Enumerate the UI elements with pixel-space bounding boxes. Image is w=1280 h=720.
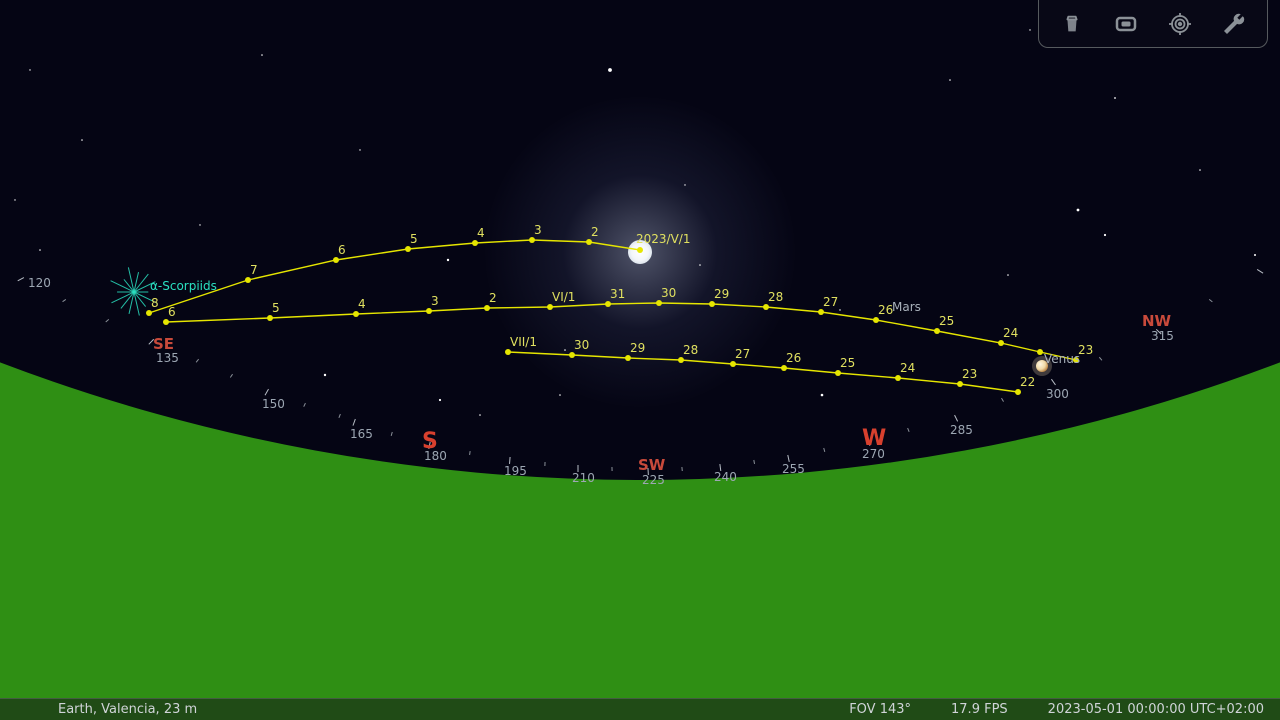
sky-svg: α-Scorpiids 23456782023/V/12324252627282… (0, 0, 1280, 720)
svg-text:135: 135 (156, 351, 179, 365)
svg-text:225: 225 (642, 473, 665, 487)
svg-text:255: 255 (782, 462, 805, 476)
svg-text:24: 24 (1003, 326, 1018, 340)
svg-text:3: 3 (534, 223, 542, 237)
svg-text:30: 30 (661, 286, 676, 300)
svg-text:SW: SW (638, 456, 666, 474)
svg-text:285: 285 (950, 423, 973, 437)
svg-text:31: 31 (610, 287, 625, 301)
toolbar (1038, 0, 1268, 48)
status-bar: Earth, Valencia, 23 m FOV 143° 17.9 FPS … (0, 698, 1280, 720)
svg-text:24: 24 (900, 361, 915, 375)
status-time[interactable]: 2023-05-01 00:00:00 UTC+02:00 (1048, 702, 1264, 717)
target-icon[interactable] (1162, 6, 1198, 42)
ground (0, 362, 1280, 720)
svg-text:27: 27 (735, 347, 750, 361)
svg-text:26: 26 (786, 351, 801, 365)
status-fps: 17.9 FPS (951, 702, 1008, 717)
svg-text:7: 7 (250, 263, 258, 277)
svg-text:165: 165 (350, 427, 373, 441)
svg-text:27: 27 (823, 295, 838, 309)
svg-text:6: 6 (338, 243, 346, 257)
svg-text:23: 23 (1078, 343, 1093, 357)
status-location[interactable]: Earth, Valencia, 23 m (58, 702, 197, 717)
planet-label-venus: Venus (1044, 352, 1080, 366)
svg-text:2: 2 (489, 291, 497, 305)
ephemeris-tracks: 23456782023/V/1232425262728293031VI/1234… (146, 223, 1093, 395)
svg-text:25: 25 (840, 356, 855, 370)
svg-text:SE: SE (153, 335, 174, 353)
svg-text:4: 4 (358, 297, 366, 311)
svg-text:2023/V/1: 2023/V/1 (636, 232, 690, 246)
svg-text:VII/1: VII/1 (510, 335, 537, 349)
svg-text:195: 195 (504, 464, 527, 478)
svg-text:4: 4 (477, 226, 485, 240)
planetarium-view[interactable]: α-Scorpiids 23456782023/V/12324252627282… (0, 0, 1280, 720)
svg-text:315: 315 (1151, 329, 1174, 343)
svg-text:W: W (862, 426, 886, 451)
svg-text:150: 150 (262, 397, 285, 411)
svg-text:210: 210 (572, 471, 595, 485)
svg-text:22: 22 (1020, 375, 1035, 389)
planet-label-mars: Mars (892, 300, 921, 314)
svg-text:α-Scorpiids: α-Scorpiids (150, 279, 217, 293)
svg-text:5: 5 (410, 232, 418, 246)
svg-text:26: 26 (878, 303, 893, 317)
svg-text:29: 29 (714, 287, 729, 301)
status-fov: FOV 143° (849, 702, 911, 717)
svg-text:6: 6 (168, 305, 176, 319)
svg-text:2: 2 (591, 225, 599, 239)
svg-text:S: S (422, 429, 438, 454)
svg-text:28: 28 (768, 290, 783, 304)
svg-text:NW: NW (1142, 312, 1172, 330)
svg-text:30: 30 (574, 338, 589, 352)
svg-text:29: 29 (630, 341, 645, 355)
frame-icon[interactable] (1108, 6, 1144, 42)
svg-text:25: 25 (939, 314, 954, 328)
svg-text:VI/1: VI/1 (552, 290, 575, 304)
planets: Mars Venus (892, 300, 1080, 376)
svg-text:23: 23 (962, 367, 977, 381)
svg-text:300: 300 (1046, 387, 1069, 401)
svg-text:120: 120 (28, 276, 51, 290)
trash-icon[interactable] (1054, 6, 1090, 42)
svg-text:8: 8 (151, 296, 159, 310)
wrench-icon[interactable] (1216, 6, 1252, 42)
svg-text:28: 28 (683, 343, 698, 357)
svg-text:240: 240 (714, 470, 737, 484)
svg-text:5: 5 (272, 301, 280, 315)
svg-text:3: 3 (431, 294, 439, 308)
